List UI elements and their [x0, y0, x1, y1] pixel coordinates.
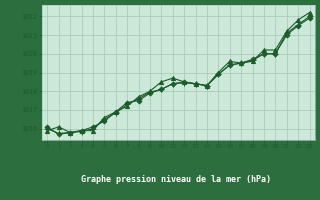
Text: Graphe pression niveau de la mer (hPa): Graphe pression niveau de la mer (hPa): [81, 176, 271, 184]
